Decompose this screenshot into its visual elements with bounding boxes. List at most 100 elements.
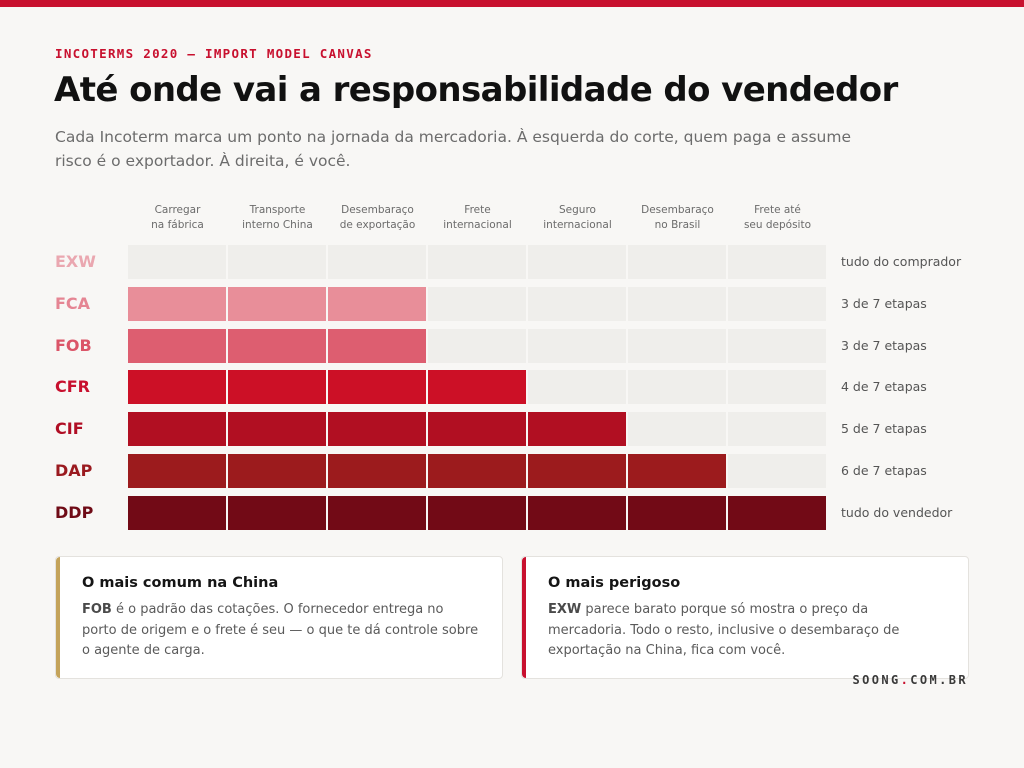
card-body-text: é o padrão das cotações. O fornecedor en… (82, 602, 479, 658)
stage-header-line: Seguro (559, 204, 596, 216)
seller-stage-cell (228, 329, 326, 363)
incoterm-label: CFR (55, 377, 90, 396)
buyer-stage-cell (628, 412, 726, 446)
seller-stage-cell (328, 329, 426, 363)
card-body: FOB é o padrão das cotações. O fornecedo… (82, 600, 482, 662)
row-summary: 3 de 7 etapas (841, 296, 927, 311)
seller-stage-cell (228, 370, 326, 404)
card-title: O mais comum na China (82, 575, 279, 591)
page-title: Até onde vai a responsabilidade do vende… (54, 70, 898, 110)
buyer-stage-cell (528, 245, 626, 279)
brand-suffix: COM.BR (910, 673, 968, 687)
stage-header: Seguro internacional (528, 203, 627, 232)
stage-header-line: de exportação (339, 218, 416, 231)
brand-dot: . (900, 673, 911, 687)
seller-stage-cell (728, 496, 826, 530)
stage-header-line: interno China (242, 218, 313, 231)
card-body-text: parece barato porque só mostra o preço d… (548, 602, 900, 658)
incoterm-label: FOB (55, 336, 92, 355)
seller-stage-cell (128, 370, 226, 404)
buyer-stage-cell (628, 370, 726, 404)
seller-stage-cell (228, 287, 326, 321)
seller-stage-cell (328, 496, 426, 530)
stage-header-line: Transporte (249, 204, 306, 216)
stage-header-line: Frete (464, 204, 491, 216)
row-summary: tudo do comprador (841, 254, 962, 269)
stage-header: Desembaraço no Brasil (628, 203, 727, 232)
stage-header-line: no Brasil (654, 218, 701, 231)
seller-stage-cell (528, 412, 626, 446)
stage-header-line: Frete até (754, 204, 801, 216)
seller-stage-cell (228, 412, 326, 446)
seller-stage-cell (428, 412, 526, 446)
row-summary: 6 de 7 etapas (841, 463, 927, 478)
stage-header: Frete internacional (428, 203, 527, 232)
incoterm-label: FCA (55, 294, 91, 313)
buyer-stage-cell (528, 287, 626, 321)
incoterm-label: EXW (55, 252, 96, 271)
card-accent-bar (522, 557, 526, 678)
brand-prefix: SOONG (852, 673, 901, 687)
seller-stage-cell (128, 496, 226, 530)
stage-header-line: Carregar (154, 204, 201, 216)
buyer-stage-cell (728, 245, 826, 279)
row-summary: 3 de 7 etapas (841, 338, 927, 353)
buyer-stage-cell (728, 454, 826, 488)
incoterm-label: CIF (55, 419, 84, 438)
seller-stage-cell (228, 454, 326, 488)
card-title: O mais perigoso (548, 575, 681, 591)
seller-stage-cell (628, 496, 726, 530)
incoterm-label: DAP (55, 461, 93, 480)
row-summary: 4 de 7 etapas (841, 379, 927, 394)
buyer-stage-cell (628, 245, 726, 279)
top-accent-bar (0, 0, 1024, 7)
buyer-stage-cell (228, 245, 326, 279)
stage-header: Carregar na fábrica (128, 203, 227, 232)
seller-stage-cell (528, 454, 626, 488)
seller-stage-cell (428, 370, 526, 404)
seller-stage-cell (128, 287, 226, 321)
buyer-stage-cell (628, 287, 726, 321)
buyer-stage-cell (728, 329, 826, 363)
stage-header-line: na fábrica (151, 218, 204, 231)
stage-header-line: internacional (443, 218, 512, 231)
card-lead-term: FOB (82, 602, 112, 617)
seller-stage-cell (128, 412, 226, 446)
eyebrow: INCOTERMS 2020 — IMPORT MODEL CANVAS (55, 46, 373, 61)
seller-stage-cell (528, 496, 626, 530)
stage-header: Frete até seu depósito (728, 203, 827, 232)
row-summary: 5 de 7 etapas (841, 421, 927, 436)
seller-stage-cell (328, 370, 426, 404)
buyer-stage-cell (728, 370, 826, 404)
seller-stage-cell (128, 454, 226, 488)
buyer-stage-cell (728, 412, 826, 446)
stage-header-line: Desembaraço (641, 204, 714, 216)
card-most-common: O mais comum na China FOB é o padrão das… (55, 556, 503, 679)
buyer-stage-cell (628, 329, 726, 363)
buyer-stage-cell (328, 245, 426, 279)
card-most-dangerous: O mais perigoso EXW parece barato porque… (521, 556, 969, 679)
seller-stage-cell (328, 412, 426, 446)
card-lead-term: EXW (548, 602, 582, 617)
buyer-stage-cell (728, 287, 826, 321)
stage-header-line: seu depósito (743, 218, 812, 231)
seller-stage-cell (428, 454, 526, 488)
stage-header-line: Desembaraço (341, 204, 414, 216)
buyer-stage-cell (528, 370, 626, 404)
seller-stage-cell (128, 329, 226, 363)
stage-header: Transporte interno China (228, 203, 327, 232)
seller-stage-cell (628, 454, 726, 488)
buyer-stage-cell (428, 329, 526, 363)
buyer-stage-cell (128, 245, 226, 279)
incoterm-label: DDP (55, 503, 94, 522)
seller-stage-cell (328, 454, 426, 488)
stage-header-line: internacional (543, 218, 612, 231)
page-subtitle: Cada Incoterm marca um ponto na jornada … (55, 128, 852, 170)
seller-stage-cell (228, 496, 326, 530)
card-accent-bar (56, 557, 60, 678)
seller-stage-cell (328, 287, 426, 321)
seller-stage-cell (428, 496, 526, 530)
buyer-stage-cell (428, 287, 526, 321)
row-summary: tudo do vendedor (841, 505, 953, 520)
stage-header: Desembaraço de exportação (328, 203, 427, 232)
